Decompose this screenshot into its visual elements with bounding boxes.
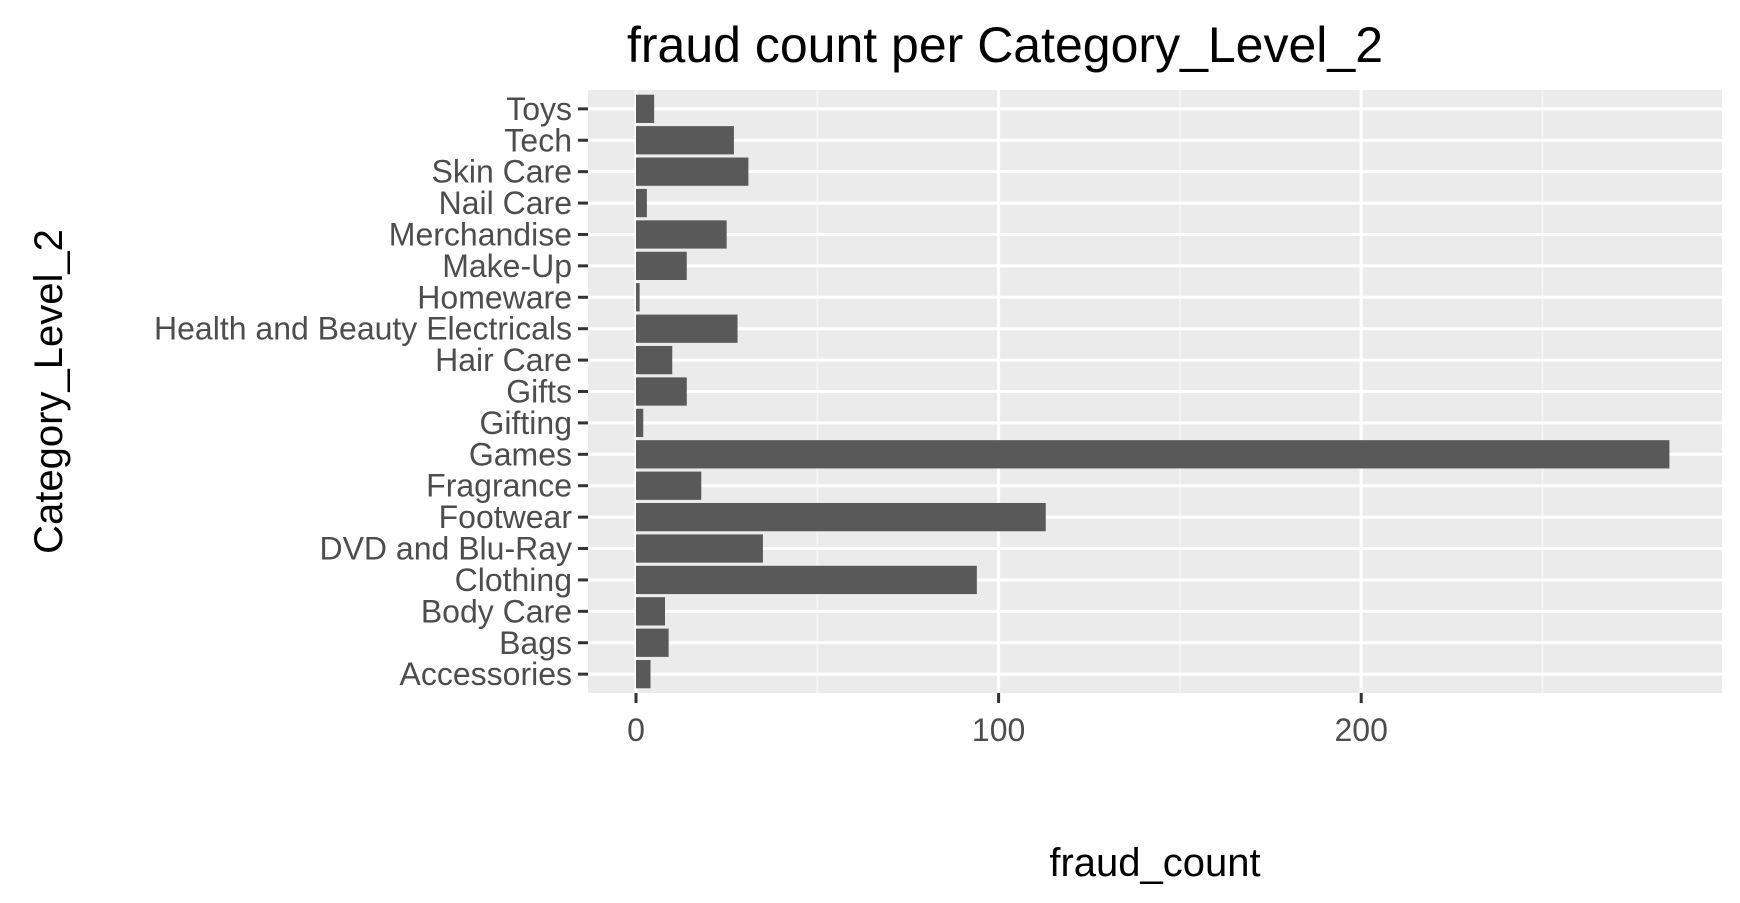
x-tick-label: 0 <box>627 712 645 748</box>
bars <box>636 94 1670 689</box>
bar-nail-care <box>636 188 647 218</box>
y-tick-label: Health and Beauty Electricals <box>154 311 572 347</box>
y-tick-label: Make-Up <box>442 248 572 284</box>
bar-dvd-and-blu-ray <box>636 534 763 563</box>
y-tick-label: Gifts <box>506 374 572 410</box>
bar-health-and-beauty-electricals <box>636 314 738 343</box>
bar-gifts <box>636 377 687 406</box>
x-axis: 0 100 200 <box>627 693 1388 748</box>
bar-games <box>636 440 1670 469</box>
bar-merchandise <box>636 220 727 249</box>
y-axis-title: Category_Level_2 <box>27 229 71 554</box>
bar-skin-care <box>636 157 749 186</box>
y-tick-label: Fragrance <box>426 468 572 504</box>
y-tick-label: Footwear <box>439 499 573 535</box>
bar-footwear <box>636 502 1046 532</box>
bar-accessories <box>636 660 651 689</box>
y-tick-label: Body Care <box>421 593 572 629</box>
y-tick-label: DVD and Blu-Ray <box>319 531 572 567</box>
bar-fragrance <box>636 471 702 500</box>
bar-make-up <box>636 251 687 281</box>
x-tick-label: 200 <box>1335 712 1388 748</box>
bar-body-care <box>636 597 666 626</box>
bar-toys <box>636 94 655 123</box>
y-tick-label: Merchandise <box>389 216 572 252</box>
y-tick-label: Skin Care <box>432 154 573 190</box>
bar-bags <box>636 628 669 657</box>
y-tick-label: Homeware <box>417 279 572 315</box>
chart-title: fraud count per Category_Level_2 <box>627 17 1383 73</box>
bar-hair-care <box>636 345 673 375</box>
bar-homeware <box>636 283 640 312</box>
y-tick-label: Toys <box>506 91 572 127</box>
bar-tech <box>636 126 734 155</box>
y-tick-label: Hair Care <box>435 342 572 378</box>
bar-gifting <box>636 408 644 438</box>
y-tick-label: Bags <box>499 625 572 661</box>
y-tick-label: Clothing <box>455 562 572 598</box>
y-tick-label: Games <box>469 436 572 472</box>
bar-clothing <box>636 565 977 595</box>
y-tick-label: Accessories <box>400 656 573 692</box>
y-tick-label: Nail Care <box>439 185 572 221</box>
major-gridlines <box>588 90 1722 693</box>
x-axis-title: fraud_count <box>1049 841 1260 885</box>
x-tick-label: 100 <box>972 712 1025 748</box>
y-tick-label: Gifting <box>480 405 572 441</box>
y-tick-label: Tech <box>504 122 572 158</box>
